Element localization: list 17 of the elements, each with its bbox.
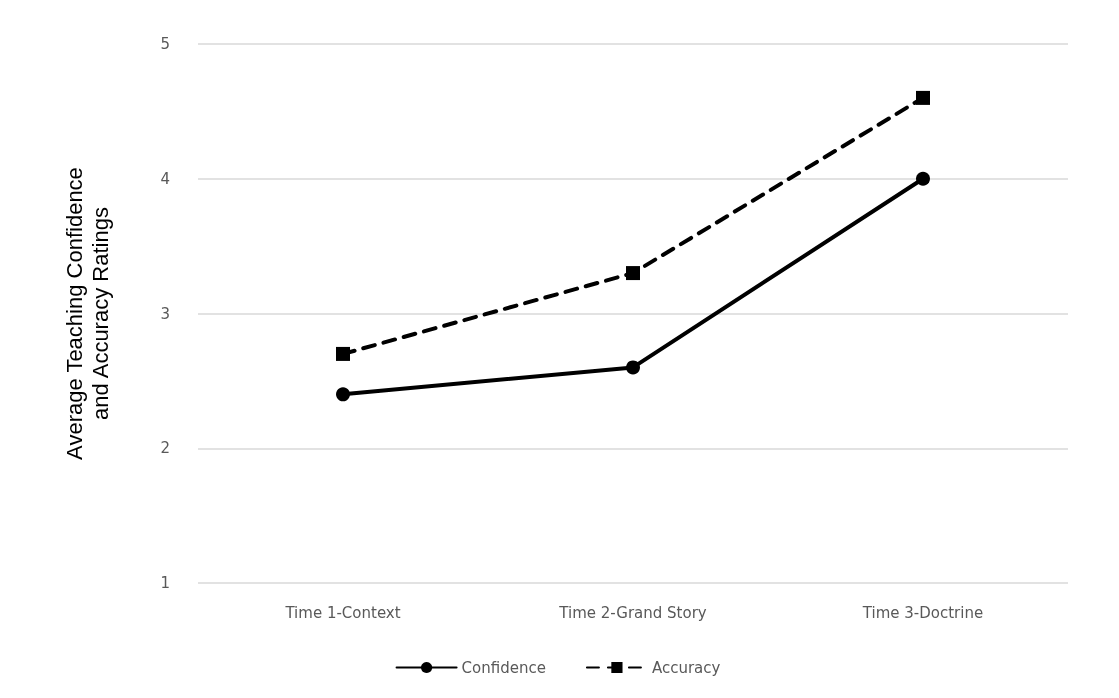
legend-label: Confidence [461, 658, 546, 677]
point [626, 266, 640, 281]
point [336, 387, 350, 402]
x-tick-label: Time 1-Context [284, 603, 401, 622]
y-tick-label: 2 [160, 439, 170, 458]
point [626, 360, 640, 375]
x-tick-label: Time 2-Grand Story [558, 603, 707, 622]
x-tick-label: Time 3-Doctrine [861, 603, 984, 622]
point [916, 90, 930, 105]
y-tick-label: 5 [160, 35, 170, 53]
legend-label: Accuracy [651, 658, 721, 677]
point [916, 171, 930, 186]
y-tick-label: 3 [160, 304, 170, 323]
y-tick-label: 1 [160, 574, 170, 592]
y-axis-title: Average Teaching Confidence and Accuracy Ratings [61, 167, 113, 460]
y-tick-label: 4 [160, 169, 170, 188]
point [336, 346, 350, 361]
